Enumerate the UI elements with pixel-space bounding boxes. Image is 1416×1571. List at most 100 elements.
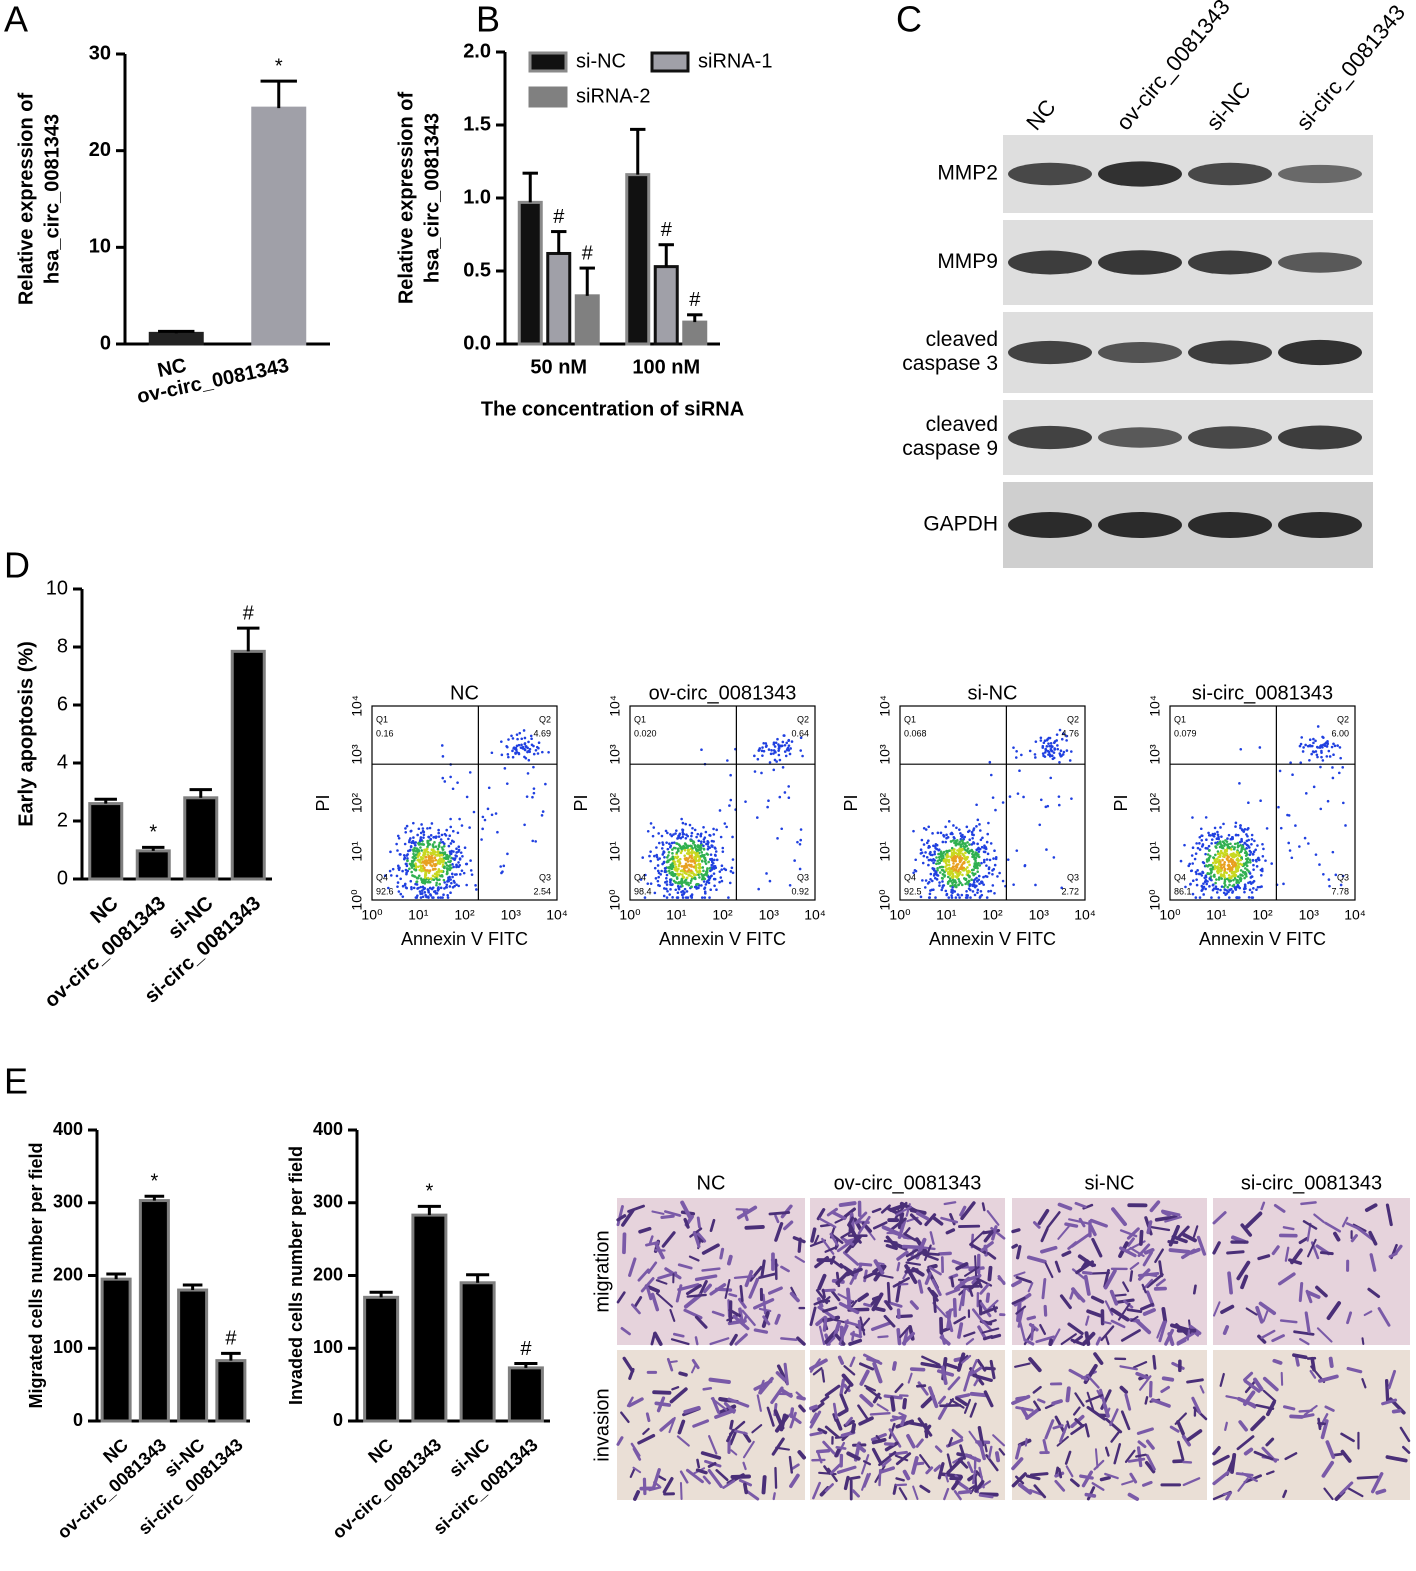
event-dot <box>1247 801 1250 804</box>
quadrant-name: Q3 <box>1337 872 1349 882</box>
cell <box>1028 1317 1034 1319</box>
event-dot <box>452 857 455 860</box>
event-dot <box>700 832 703 835</box>
event-dot <box>1228 884 1231 887</box>
event-dot <box>657 876 660 879</box>
event-dot <box>1280 827 1283 830</box>
event-dot <box>765 872 768 875</box>
event-dot <box>657 884 660 887</box>
event-dot <box>678 881 681 884</box>
event-dot <box>443 780 446 783</box>
event-dot <box>666 896 669 899</box>
event-dot <box>784 744 787 747</box>
event-dot <box>945 890 948 893</box>
quadrant-value: 0.64 <box>791 728 809 738</box>
event-dot <box>976 891 979 894</box>
event-dot <box>411 865 414 868</box>
cell <box>894 1485 896 1493</box>
event-dot <box>683 865 686 868</box>
event-dot <box>405 863 408 866</box>
event-dot <box>983 861 986 864</box>
event-dot <box>654 892 657 895</box>
event-dot <box>661 853 664 856</box>
x-tick-label: 10¹ <box>666 907 687 923</box>
event-dot <box>964 868 967 871</box>
event-dot <box>1217 853 1220 856</box>
event-dot <box>1241 874 1244 877</box>
y-tick-label: 0 <box>57 867 68 889</box>
event-dot <box>1239 855 1242 858</box>
event-dot <box>409 837 412 840</box>
event-dot <box>1341 766 1344 769</box>
event-dot <box>661 835 664 838</box>
event-dot <box>442 755 445 758</box>
cell <box>1067 1388 1068 1400</box>
event-dot <box>436 879 439 882</box>
event-dot <box>1251 891 1254 894</box>
event-dot <box>484 819 487 822</box>
event-dot <box>464 846 467 849</box>
quadrant-value: 86.1 <box>1174 886 1192 896</box>
event-dot <box>940 850 943 853</box>
event-dot <box>1223 869 1226 872</box>
event-dot <box>533 792 536 795</box>
cell <box>917 1386 924 1387</box>
cell <box>1163 1212 1169 1215</box>
event-dot <box>469 859 472 862</box>
event-dot <box>1309 745 1312 748</box>
event-dot <box>433 853 436 856</box>
event-dot <box>1050 745 1053 748</box>
event-dot <box>1309 738 1312 741</box>
event-dot <box>1205 883 1208 886</box>
blot-band <box>1188 512 1272 538</box>
event-dot <box>424 856 427 859</box>
event-dot <box>1312 742 1315 745</box>
event-dot <box>730 870 733 873</box>
event-dot <box>1040 736 1043 739</box>
bar <box>519 202 541 344</box>
event-dot <box>680 891 683 894</box>
event-dot <box>1053 748 1056 751</box>
cell <box>1050 1341 1051 1344</box>
event-dot <box>675 866 678 869</box>
panel-label: E <box>4 1061 28 1102</box>
event-dot <box>1228 834 1231 837</box>
cell <box>987 1294 988 1301</box>
event-dot <box>993 892 996 895</box>
event-dot <box>442 863 445 866</box>
event-dot <box>693 856 696 859</box>
event-dot <box>435 884 438 887</box>
event-dot <box>415 847 418 850</box>
bar <box>102 1279 130 1421</box>
event-dot <box>1249 853 1252 856</box>
event-dot <box>689 839 692 842</box>
event-dot <box>520 744 523 747</box>
y-tick-label: 10² <box>349 793 365 814</box>
event-dot <box>510 734 513 737</box>
event-dot <box>1217 850 1220 853</box>
event-dot <box>1195 896 1198 899</box>
event-dot <box>1252 864 1255 867</box>
event-dot <box>429 827 432 830</box>
event-dot <box>1227 864 1230 867</box>
event-dot <box>502 865 505 868</box>
event-dot <box>663 895 666 898</box>
bar <box>150 333 202 344</box>
event-dot <box>691 857 694 860</box>
event-dot <box>1223 863 1226 866</box>
event-dot <box>938 884 941 887</box>
event-dot <box>1198 873 1201 876</box>
event-dot <box>504 767 507 770</box>
event-dot <box>1207 832 1210 835</box>
event-dot <box>419 846 422 849</box>
event-dot <box>703 848 706 851</box>
event-dot <box>976 880 979 883</box>
event-dot <box>706 867 709 870</box>
event-dot <box>948 864 951 867</box>
event-dot <box>451 876 454 879</box>
cell <box>1170 1250 1188 1252</box>
event-dot <box>434 868 437 871</box>
event-dot <box>1328 878 1331 881</box>
event-dot <box>663 861 666 864</box>
event-dot <box>1056 733 1059 736</box>
